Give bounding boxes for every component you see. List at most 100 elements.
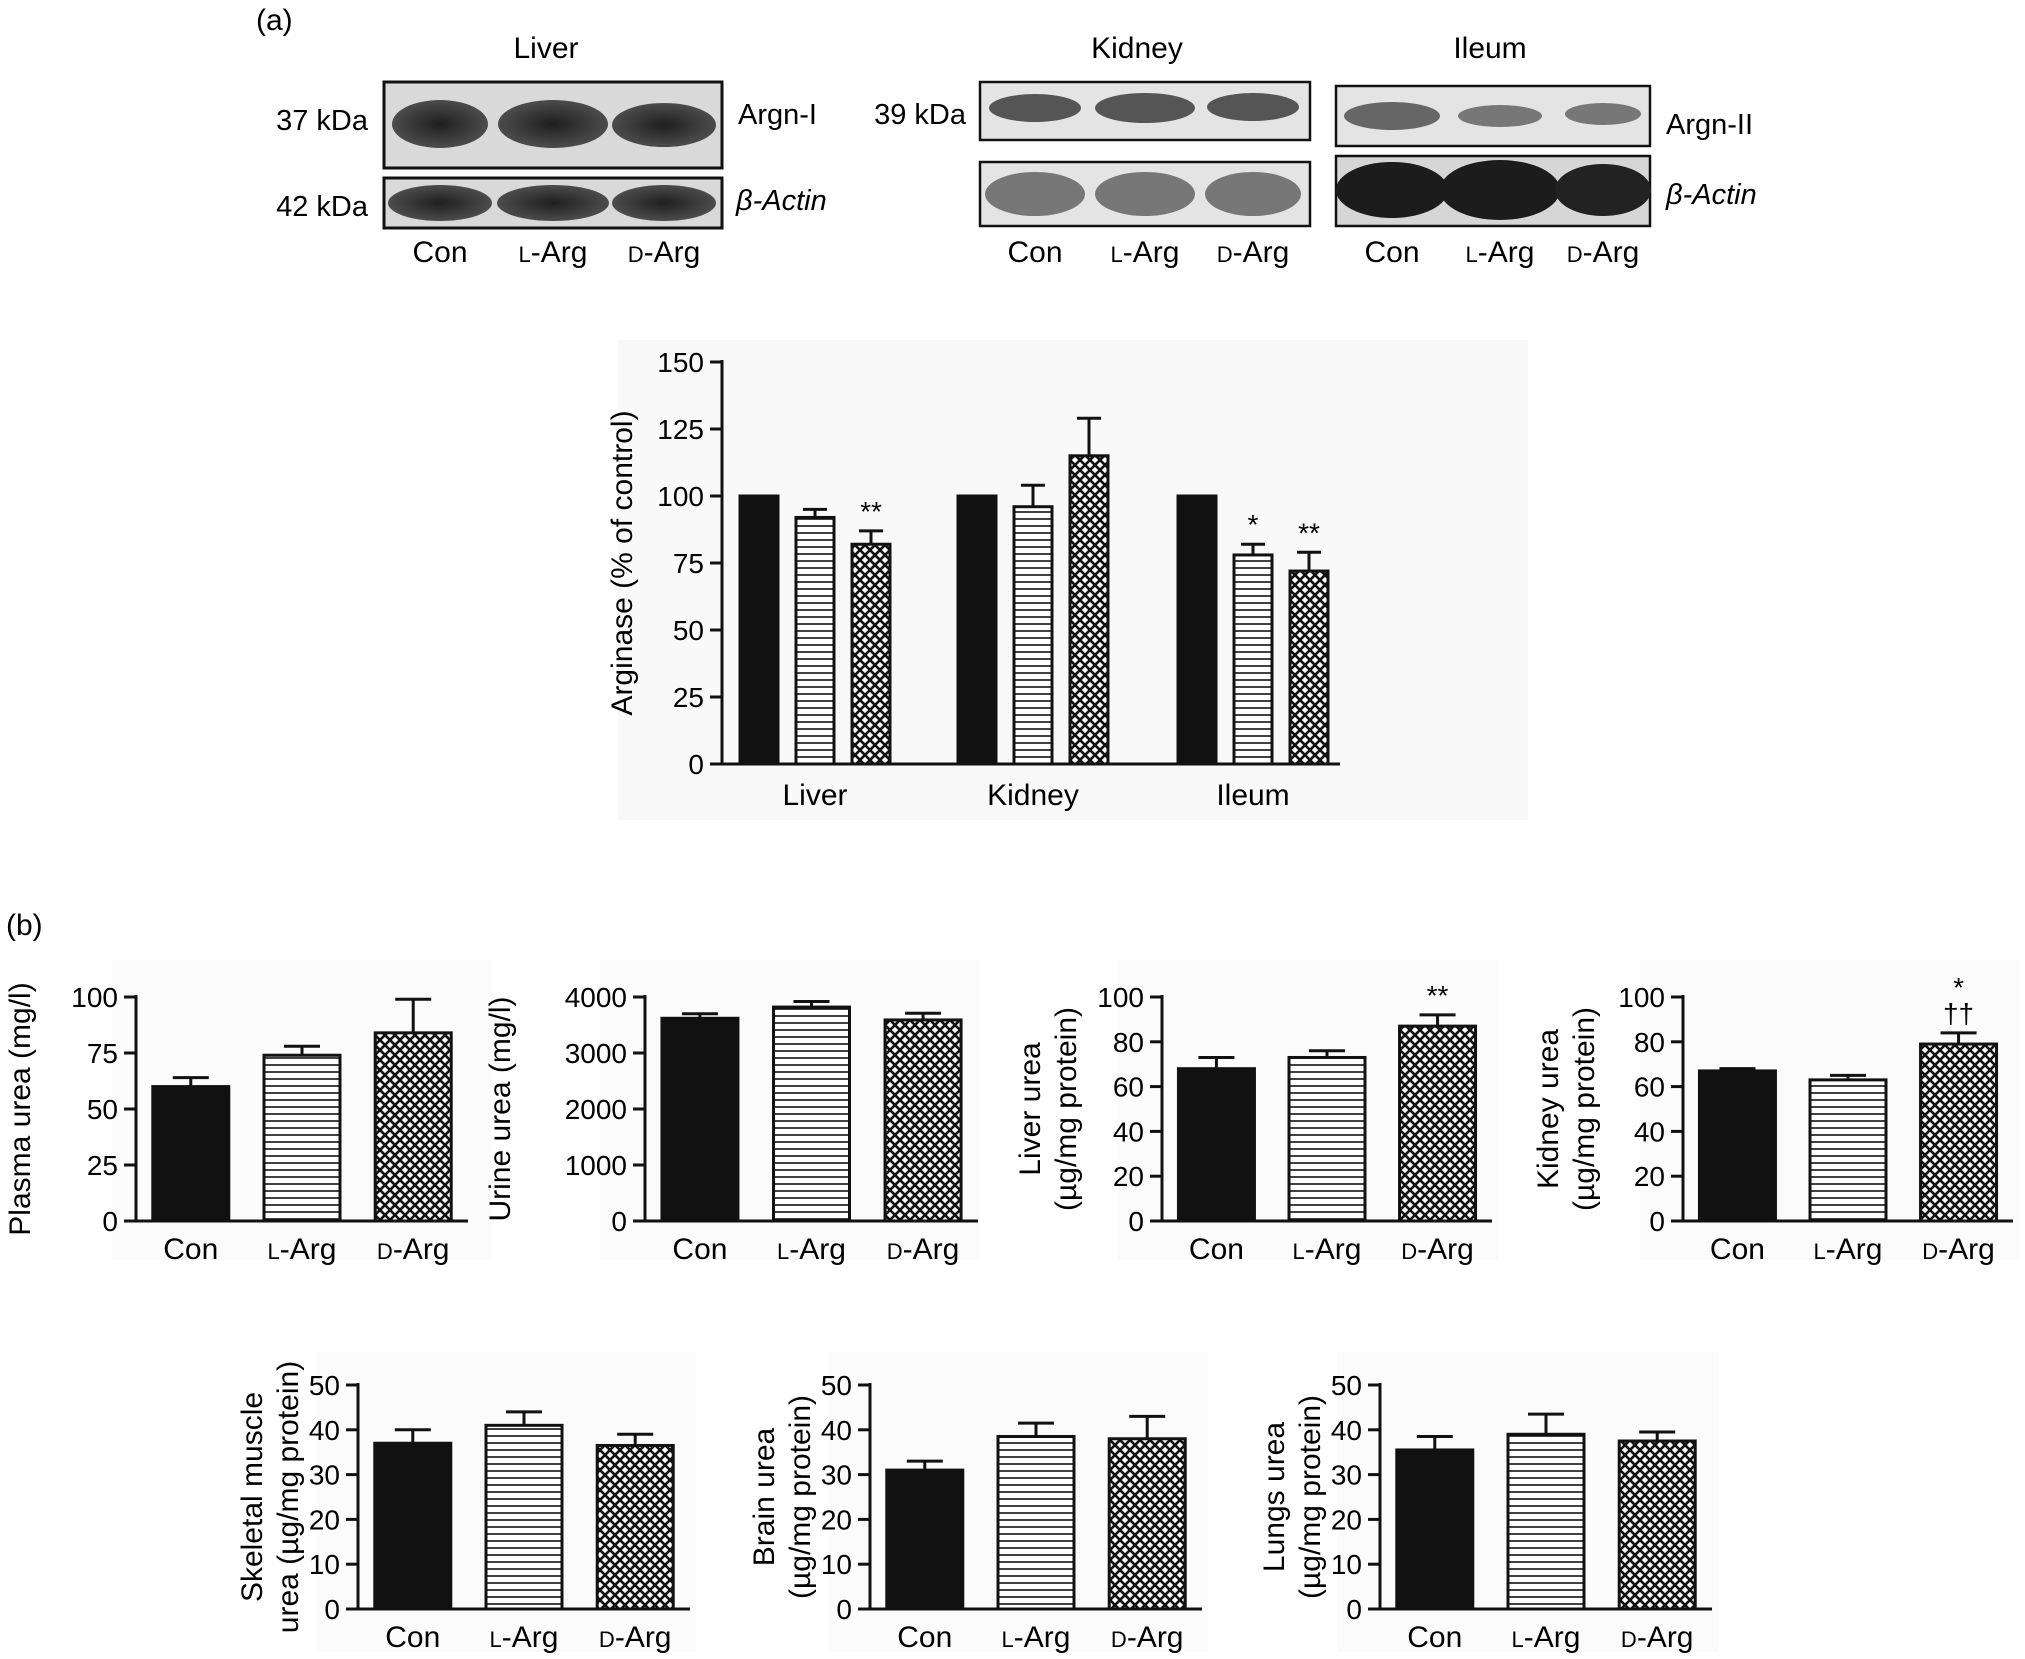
chart-brain-urea: 0 10 20 30 40 50 Brain urea (µg/mg protein) Con L… [748,1352,1208,1654]
arginase-bar-kidney-0 [956,494,998,766]
skeletal-group-label-1: L-Arg [490,1621,559,1654]
kidney-ytick-label: 80 [1634,1027,1665,1058]
liver-ytick-label: 20 [1113,1161,1144,1192]
mw-label-actin: 42 kDa [276,191,369,223]
kidney-ylabel: Kidney urea [1532,1029,1565,1189]
plasma-ytick-label: 75 [87,1038,118,1069]
brain-ytick-label: 20 [821,1504,852,1535]
arginase-bar-liver-0 [738,494,780,766]
blot-kidney-argn2 [978,80,1312,142]
liver-group-label-1: L-Arg [1293,1233,1362,1266]
chart-arginase: 0 25 50 75 100 125 150 Arginase (% of control) L… [606,340,1528,820]
kidney-ylabel: (µg/mg protein) [1568,1007,1601,1211]
liver-ylabel: (µg/mg protein) [1050,1007,1083,1211]
liver-bar-1 [1287,1055,1367,1223]
brain-ytick-label: 50 [821,1370,852,1401]
liver-ytick-label: 40 [1113,1116,1144,1147]
blot-ileum-argn2 [1334,84,1652,148]
brain-ylabel: (µg/mg protein) [784,1395,817,1599]
lane-label-ileum-2: D-Arg [1567,236,1640,269]
lane-label-kidney-1: L-Arg [1111,236,1180,269]
brain-bar-1 [996,1435,1076,1611]
plasma-ylabel: Plasma urea (mg/l) [4,982,37,1235]
kidney-bar-2 [1919,1042,1999,1223]
liver-ytick-label: 60 [1113,1072,1144,1103]
plasma-bar-1 [262,1053,342,1223]
lungs-group-label-2: D-Arg [1621,1621,1694,1654]
kidney-ytick-label: 20 [1634,1161,1665,1192]
lane-label-ileum-0: Con [1364,236,1419,269]
liver-ytick-label: 100 [1097,982,1144,1013]
blot-liver-actin [382,176,724,230]
lungs-ylabel: Lungs urea [1258,1422,1291,1572]
liver-ytick-label: 0 [1128,1206,1144,1237]
arginase-category-label: Ileum [1216,779,1289,812]
protein-label-actin-liver: β-Actin [735,185,827,217]
skeletal-ytick-label: 50 [309,1370,340,1401]
lungs-bar-2 [1617,1439,1697,1611]
mw-label-argn1: 37 kDa [276,105,369,137]
lane-label-kidney-2: D-Arg [1217,236,1290,269]
arginase-bar-kidney-2 [1068,454,1110,766]
brain-bar-0 [885,1468,965,1611]
arginase-significance-mark: * [1248,509,1259,540]
brain-ytick-label: 30 [821,1460,852,1491]
liver-ytick-label: 80 [1113,1027,1144,1058]
western-blot-section: Liver Kidney Ileum [276,32,1757,269]
urine-ytick-label: 0 [611,1206,627,1237]
urine-ytick-label: 1000 [565,1150,627,1181]
brain-ytick-label: 0 [836,1594,852,1625]
panel-label-a: (a) [256,4,293,37]
kidney-ytick-label: 40 [1634,1116,1665,1147]
arginase-bar-ileum-1 [1232,553,1274,766]
arginase-ytick-label: 0 [688,749,704,780]
arginase-ytick-label: 75 [673,548,704,579]
lane-label-liver-0: Con [412,236,467,269]
arginase-significance-mark: ** [860,496,882,527]
skeletal-group-label-0: Con [385,1621,440,1654]
plasma-ytick-label: 0 [102,1206,118,1237]
lane-label-liver-2: D-Arg [628,236,701,269]
urine-ytick-label: 4000 [565,982,627,1013]
plasma-bar-0 [151,1085,231,1223]
arginase-bar-liver-2 [850,542,892,766]
kidney-ytick-label: 60 [1634,1072,1665,1103]
skeletal-ytick-label: 0 [324,1594,340,1625]
urine-ylabel: Urine urea (mg/l) [484,996,517,1221]
lungs-ytick-label: 40 [1331,1415,1362,1446]
urine-group-label-0: Con [672,1233,727,1266]
liver-bar-2 [1398,1024,1478,1223]
arginase-significance-mark: ** [1298,517,1320,548]
lane-labels: Con L-Arg D-Arg Con L-Arg D-Arg Con L-Arg D-Arg [412,236,1639,269]
arginase-ytick-label: 50 [673,615,704,646]
plasma-group-label-0: Con [163,1233,218,1266]
lungs-group-label-0: Con [1407,1621,1462,1654]
brain-group-label-1: L-Arg [1002,1621,1071,1654]
panel-label-b: (b) [6,909,43,942]
brain-ytick-label: 40 [821,1415,852,1446]
brain-group-label-2: D-Arg [1111,1621,1184,1654]
plasma-bar-2 [373,1031,453,1223]
lungs-ytick-label: 30 [1331,1460,1362,1491]
skeletal-bar-1 [484,1423,564,1611]
skeletal-group-label-2: D-Arg [599,1621,672,1654]
brain-ytick-label: 10 [821,1549,852,1580]
blot-title-kidney: Kidney [1091,32,1183,65]
arginase-bar-kidney-1 [1012,505,1054,766]
plasma-ytick-label: 100 [71,982,118,1013]
lungs-ytick-label: 0 [1346,1594,1362,1625]
urine-bar-0 [660,1016,740,1223]
chart-kidney-urea: 0 20 40 60 80 100 Kidney urea (µg/mg protein) Co… [1532,960,2020,1266]
lungs-bar-1 [1506,1432,1586,1611]
kidney-ytick-label: 100 [1618,982,1665,1013]
blot-title-liver: Liver [513,32,578,65]
urine-bar-2 [883,1018,963,1223]
lungs-ytick-label: 50 [1331,1370,1362,1401]
skeletal-ytick-label: 20 [309,1504,340,1535]
chart-skeletal-muscle-urea: 0 10 20 30 40 50 Skeletal muscle urea (µg/mg pr… [236,1352,696,1654]
skeletal-bar-0 [373,1441,453,1611]
lungs-ylabel: (µg/mg protein) [1294,1395,1327,1599]
arginase-bar-liver-1 [794,515,836,766]
plasma-ytick-label: 25 [87,1150,118,1181]
